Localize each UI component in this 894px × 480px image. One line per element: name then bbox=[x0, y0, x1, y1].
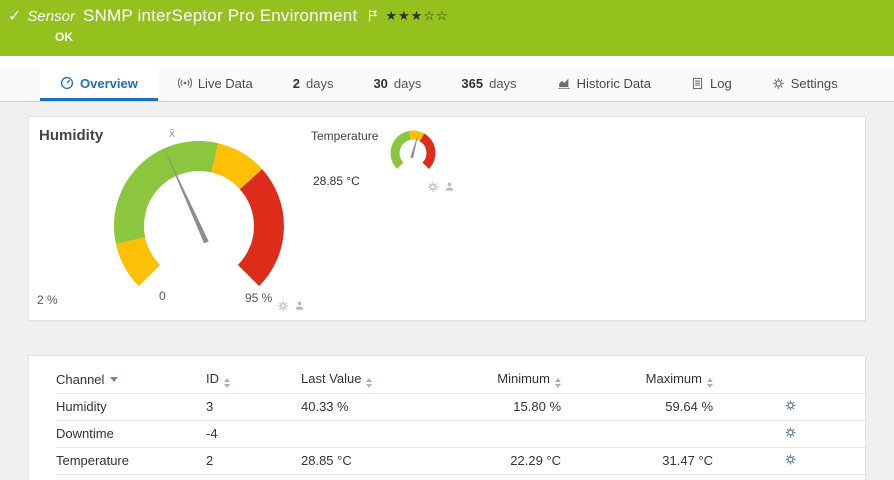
sort-arrows-icon bbox=[707, 377, 713, 388]
object-kind-label: Sensor bbox=[27, 7, 75, 25]
status-check-icon: ✓ bbox=[8, 8, 22, 25]
temperature-value: 28.85 °C bbox=[313, 174, 360, 188]
gauge-needle bbox=[162, 145, 209, 244]
sort-arrows-icon bbox=[366, 377, 373, 388]
header-label: Last Value bbox=[301, 370, 362, 386]
gauge-user-icon[interactable] bbox=[444, 181, 455, 193]
header-minimum[interactable]: Minimum bbox=[416, 366, 561, 394]
tab-number: 30 bbox=[373, 75, 388, 91]
area-chart-icon bbox=[557, 76, 571, 90]
sensor-title: SNMP interSeptor Pro Environment bbox=[82, 6, 358, 25]
cell-maximum bbox=[561, 420, 713, 448]
tab-historic-data[interactable]: Historic Data bbox=[537, 68, 671, 101]
header-last-value[interactable]: Last Value bbox=[301, 366, 416, 394]
gauges-panel: Humidity x̄ 2 % 0 95 % Temperature bbox=[28, 116, 866, 321]
cell-maximum: 59.64 % bbox=[561, 393, 713, 421]
sort-arrows-icon bbox=[224, 377, 230, 388]
cell-last-value: 40.33 % bbox=[301, 393, 416, 421]
gear-icon bbox=[772, 77, 785, 90]
mean-toggle-icon[interactable]: x̄ bbox=[169, 126, 175, 140]
gauge-zero-label: 0 bbox=[159, 289, 166, 303]
status-badge: OK bbox=[55, 30, 73, 44]
cell-channel[interactable]: Humidity bbox=[56, 393, 206, 421]
table-row: Humidity 3 40.33 % 15.80 % 59.64 % bbox=[56, 393, 867, 421]
sensor-header: ✓ Sensor SNMP interSeptor Pro Environmen… bbox=[0, 0, 894, 56]
gauge-max-label: 95 % bbox=[245, 291, 273, 305]
sort-arrows-icon bbox=[555, 377, 561, 388]
cell-minimum bbox=[416, 420, 561, 448]
broadcast-icon bbox=[177, 76, 192, 90]
tab-30-days[interactable]: 30 days bbox=[353, 68, 441, 101]
tab-label: Live Data bbox=[197, 75, 253, 91]
cell-id: 3 bbox=[206, 393, 301, 421]
channel-settings-icon[interactable] bbox=[784, 426, 797, 439]
header-label: Channel bbox=[56, 371, 105, 387]
header-id[interactable]: ID bbox=[206, 366, 301, 394]
flag-icon[interactable] bbox=[367, 9, 379, 23]
cell-channel[interactable]: Temperature bbox=[56, 447, 206, 475]
gauge-gear-icon[interactable] bbox=[427, 181, 439, 193]
cell-maximum: 31.47 °C bbox=[561, 447, 713, 475]
tab-2-days[interactable]: 2 days bbox=[273, 68, 354, 101]
gauge-needle bbox=[410, 131, 419, 159]
log-page-icon bbox=[691, 77, 704, 90]
tab-label: Settings bbox=[790, 75, 838, 91]
header-label: Minimum bbox=[497, 370, 550, 386]
gauge-min-label: 2 % bbox=[37, 293, 58, 307]
gauge-gear-icon[interactable] bbox=[277, 300, 289, 312]
temperature-gauge-title: Temperature bbox=[311, 129, 379, 143]
humidity-gauge[interactable] bbox=[79, 121, 319, 313]
tab-log[interactable]: Log bbox=[671, 68, 752, 101]
table-row: Downtime -4 bbox=[56, 420, 867, 448]
header-tools bbox=[713, 366, 867, 394]
humidity-gauge-title: Humidity bbox=[39, 127, 104, 144]
sort-caret-icon bbox=[110, 376, 119, 382]
cell-channel[interactable]: Downtime bbox=[56, 420, 206, 448]
cell-minimum: 22.29 °C bbox=[416, 447, 561, 475]
header-label: Maximum bbox=[645, 370, 702, 386]
tab-strip: Overview Live Data 2 days 30 days 365 da… bbox=[0, 56, 894, 102]
channel-settings-icon[interactable] bbox=[784, 453, 797, 466]
channels-panel: Channel ID Last Value Minimum Maximum Hu… bbox=[28, 355, 867, 480]
tab-number: 365 bbox=[461, 75, 484, 91]
table-header-row: Channel ID Last Value Minimum Maximum bbox=[56, 366, 867, 394]
cell-id: -4 bbox=[206, 420, 301, 448]
table-row: Temperature 2 28.85 °C 22.29 °C 31.47 °C bbox=[56, 447, 867, 475]
content-area: Humidity x̄ 2 % 0 95 % Temperature bbox=[0, 102, 894, 480]
tab-label: days bbox=[489, 75, 517, 91]
tab-overview[interactable]: Overview bbox=[40, 68, 158, 101]
cell-last-value bbox=[301, 420, 416, 448]
tab-365-days[interactable]: 365 days bbox=[441, 68, 536, 101]
gauge-icon bbox=[60, 76, 74, 90]
tab-label: Log bbox=[709, 75, 732, 91]
gauge-user-icon[interactable] bbox=[294, 300, 305, 312]
cell-minimum: 15.80 % bbox=[416, 393, 561, 421]
header-maximum[interactable]: Maximum bbox=[561, 366, 713, 394]
tab-live-data[interactable]: Live Data bbox=[158, 68, 273, 101]
channels-table: Channel ID Last Value Minimum Maximum Hu… bbox=[56, 366, 867, 475]
tab-label: days bbox=[305, 75, 334, 91]
channel-settings-icon[interactable] bbox=[784, 399, 797, 412]
tab-settings[interactable]: Settings bbox=[752, 68, 858, 101]
tab-number: 2 bbox=[292, 75, 300, 91]
header-channel[interactable]: Channel bbox=[56, 366, 206, 394]
cell-last-value: 28.85 °C bbox=[301, 447, 416, 475]
header-label: ID bbox=[206, 370, 219, 386]
tab-label: days bbox=[393, 75, 422, 91]
tab-label: Overview bbox=[80, 75, 138, 91]
tab-label: Historic Data bbox=[576, 75, 651, 91]
priority-stars[interactable]: ★★★☆☆ bbox=[385, 8, 449, 23]
temperature-gauge[interactable] bbox=[381, 121, 445, 175]
cell-id: 2 bbox=[206, 447, 301, 475]
